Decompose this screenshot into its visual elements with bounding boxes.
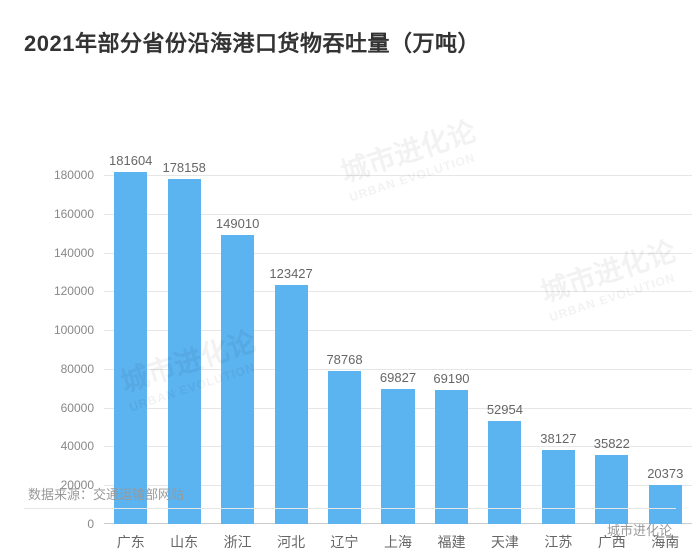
bar xyxy=(595,455,628,524)
y-tick-label: 140000 xyxy=(39,246,94,260)
bar xyxy=(168,179,201,524)
bar-value-label: 69190 xyxy=(433,371,469,386)
chart-title: 2021年部分省份沿海港口货物吞吐量（万吨） xyxy=(24,26,676,58)
x-tick-label: 浙江 xyxy=(224,532,252,549)
x-tick-label: 天津 xyxy=(491,532,519,549)
source-text: 交通运输部网站 xyxy=(93,487,184,502)
x-tick-label: 河北 xyxy=(277,532,305,549)
bar-value-label: 78768 xyxy=(326,352,362,367)
divider-line xyxy=(24,508,676,509)
bar xyxy=(381,389,414,524)
bar-value-label: 178158 xyxy=(162,160,205,175)
footer-credit: 城市进化论 xyxy=(607,520,672,539)
bar-value-label: 69827 xyxy=(380,370,416,385)
y-tick-label: 40000 xyxy=(39,439,94,453)
source-prefix: 数据来源： xyxy=(28,487,93,502)
x-tick-label: 上海 xyxy=(384,532,412,549)
bar-value-label: 38127 xyxy=(540,431,576,446)
bar-value-label: 52954 xyxy=(487,402,523,417)
y-tick-label: 100000 xyxy=(39,323,94,337)
bar xyxy=(542,450,575,524)
bar-value-label: 35822 xyxy=(594,436,630,451)
bar xyxy=(328,371,361,524)
x-tick-label: 辽宁 xyxy=(331,532,359,549)
chart-container: 2021年部分省份沿海港口货物吞吐量（万吨） 02000040000600008… xyxy=(0,0,700,549)
x-tick-label: 广东 xyxy=(117,532,145,549)
bar-value-label: 149010 xyxy=(216,216,259,231)
y-tick-label: 0 xyxy=(39,517,94,531)
x-tick-label: 江苏 xyxy=(544,532,572,549)
plot-area: 0200004000060000800001000001200001400001… xyxy=(104,146,692,524)
bar-value-label: 20373 xyxy=(647,466,683,481)
bar-value-label: 181604 xyxy=(109,153,152,168)
y-tick-label: 60000 xyxy=(39,401,94,415)
bar xyxy=(649,485,682,524)
x-tick-label: 福建 xyxy=(437,532,465,549)
bar xyxy=(221,235,254,524)
x-tick-label: 山东 xyxy=(170,532,198,549)
y-tick-label: 80000 xyxy=(39,362,94,376)
y-tick-label: 160000 xyxy=(39,207,94,221)
bar-value-label: 123427 xyxy=(269,266,312,281)
y-tick-label: 120000 xyxy=(39,284,94,298)
bar xyxy=(275,285,308,524)
data-source: 数据来源：交通运输部网站 xyxy=(28,484,184,503)
bar xyxy=(114,172,147,524)
gridline xyxy=(104,175,692,176)
bar xyxy=(435,390,468,524)
y-tick-label: 180000 xyxy=(39,168,94,182)
